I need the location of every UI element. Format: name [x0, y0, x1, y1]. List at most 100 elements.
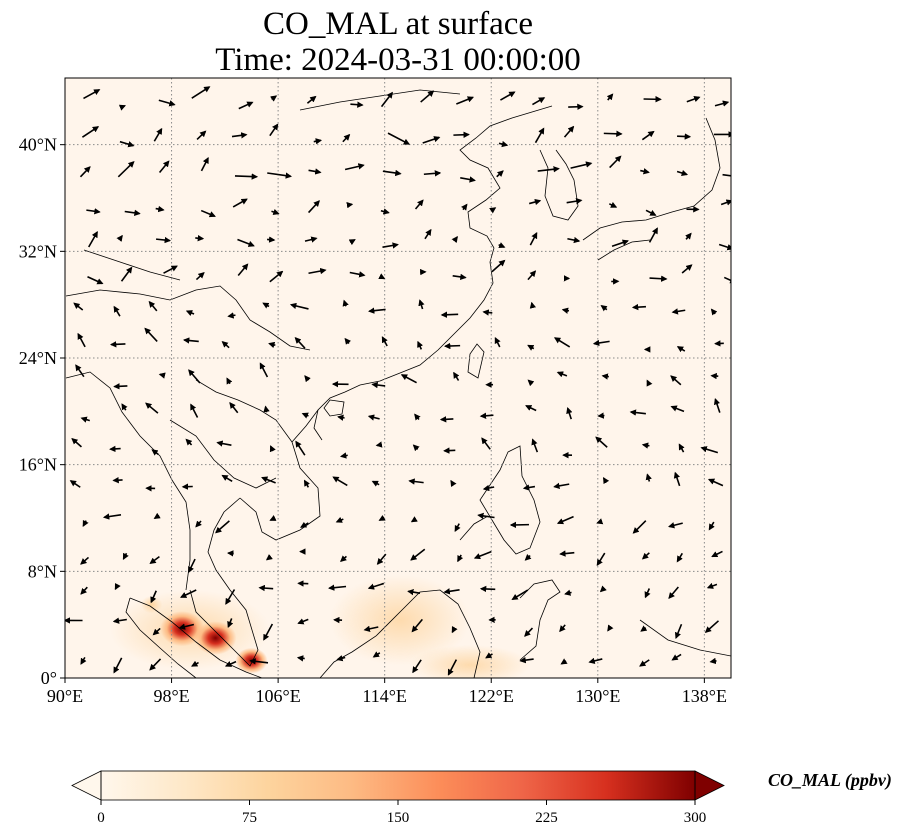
wind-arrow: [232, 198, 248, 208]
wind-arrow: [524, 553, 532, 561]
wind-arrow: [645, 209, 657, 216]
wind-arrow: [144, 327, 158, 342]
concentration-haze: [110, 575, 530, 678]
wind-arrow: [559, 550, 575, 557]
wind-arrow: [414, 413, 421, 421]
wind-arrow: [118, 104, 126, 111]
wind-arrow: [82, 519, 89, 527]
wind-arrow: [122, 552, 129, 560]
wind-arrow: [668, 522, 683, 529]
wind-arrow: [420, 90, 435, 103]
colorbar-ticks: 0 75 150 225 300: [97, 800, 706, 826]
wind-arrow: [336, 655, 346, 662]
wind-arrow: [677, 133, 692, 140]
wind-arrow: [297, 618, 309, 625]
wind-arrow: [648, 227, 658, 243]
wind-arrow: [559, 624, 566, 633]
wind-arrow: [454, 523, 461, 533]
wind-arrow: [570, 161, 593, 169]
wind-arrow: [77, 332, 86, 348]
wind-arrow: [641, 552, 650, 560]
wind-arrow: [532, 97, 546, 106]
wind-arrow: [261, 476, 276, 484]
wind-arrow: [564, 589, 572, 596]
wind-arrow: [641, 130, 655, 141]
colorbar-extend-high: [694, 770, 725, 801]
wind-arrow: [720, 199, 731, 206]
lon-tick-label: 130°E: [575, 686, 620, 706]
wind-arrow: [453, 371, 460, 381]
wind-arrow: [113, 657, 123, 674]
wind-arrow: [376, 553, 387, 565]
wind-arrow: [451, 236, 458, 244]
wind-arrow: [200, 156, 209, 172]
colorbar-gradient: [101, 771, 695, 800]
wind-arrow: [592, 339, 610, 347]
wind-arrow: [346, 201, 354, 209]
wind-arrow: [339, 452, 348, 459]
wind-arrow: [237, 238, 255, 247]
wind-arrow: [262, 302, 270, 309]
wind-arrow: [412, 444, 420, 452]
wind-arrow: [195, 520, 202, 528]
wind-arrow: [190, 403, 199, 418]
wind-arrow: [400, 374, 417, 384]
wind-arrow: [234, 173, 259, 180]
wind-arrow: [303, 479, 310, 488]
wind-arrow: [267, 172, 293, 179]
wind-arrow: [148, 300, 158, 312]
wind-arrow: [498, 242, 506, 249]
wind-arrow: [639, 659, 650, 667]
wind-arrow: [482, 484, 495, 492]
wind-arrow: [86, 208, 101, 215]
wind-arrow: [185, 438, 193, 446]
wind-arrow: [258, 584, 274, 592]
lat-tick-label: 16°N: [19, 455, 57, 475]
wind-arrow: [417, 340, 424, 350]
wind-arrow: [224, 660, 237, 667]
wind-arrow: [344, 163, 365, 171]
wind-arrow: [180, 589, 197, 598]
wind-arrow: [237, 263, 249, 277]
wind-arrow: [367, 582, 385, 590]
wind-arrow: [337, 414, 345, 421]
wind-arrow: [332, 476, 348, 487]
coastlines: [65, 89, 731, 678]
wind-arrow: [603, 130, 623, 137]
wind-arrow: [265, 554, 273, 561]
wind-arrow: [188, 369, 201, 384]
wind-arrow: [676, 346, 686, 353]
lat-tick-label: 24°N: [19, 348, 57, 368]
wind-arrow: [231, 132, 248, 139]
wind-arrow: [644, 588, 651, 599]
colorbar: 0 75 150 225 300: [71, 770, 725, 826]
wind-arrow: [601, 373, 609, 380]
wind-arrow: [380, 208, 390, 215]
wind-arrow: [609, 155, 622, 169]
wind-arrow: [482, 309, 493, 316]
wind-arrow: [112, 476, 123, 484]
wind-arrow: [259, 362, 269, 378]
wind-arrow: [87, 276, 104, 285]
wind-arrow: [215, 520, 230, 534]
wind-arrow: [456, 96, 475, 105]
wind-arrow: [73, 302, 84, 311]
wind-arrow: [188, 558, 196, 574]
wind-arrow: [641, 442, 650, 449]
wind-arrow: [221, 340, 230, 349]
wind-arrow: [191, 86, 211, 99]
wind-arrow: [371, 480, 380, 487]
wind-arrow: [158, 372, 166, 379]
wind-arrow: [608, 201, 618, 208]
wind-arrow: [418, 299, 425, 310]
wind-arrow: [88, 231, 98, 248]
wind-arrow: [158, 99, 176, 107]
wind-arrow: [534, 127, 545, 144]
wind-arrow: [120, 266, 133, 282]
colorbar-tick-label: 300: [684, 810, 707, 826]
wind-arrow: [713, 398, 721, 413]
colorbar-tick-label: 225: [535, 810, 558, 826]
wind-arrow: [673, 471, 681, 487]
wind-arrow: [102, 513, 122, 520]
